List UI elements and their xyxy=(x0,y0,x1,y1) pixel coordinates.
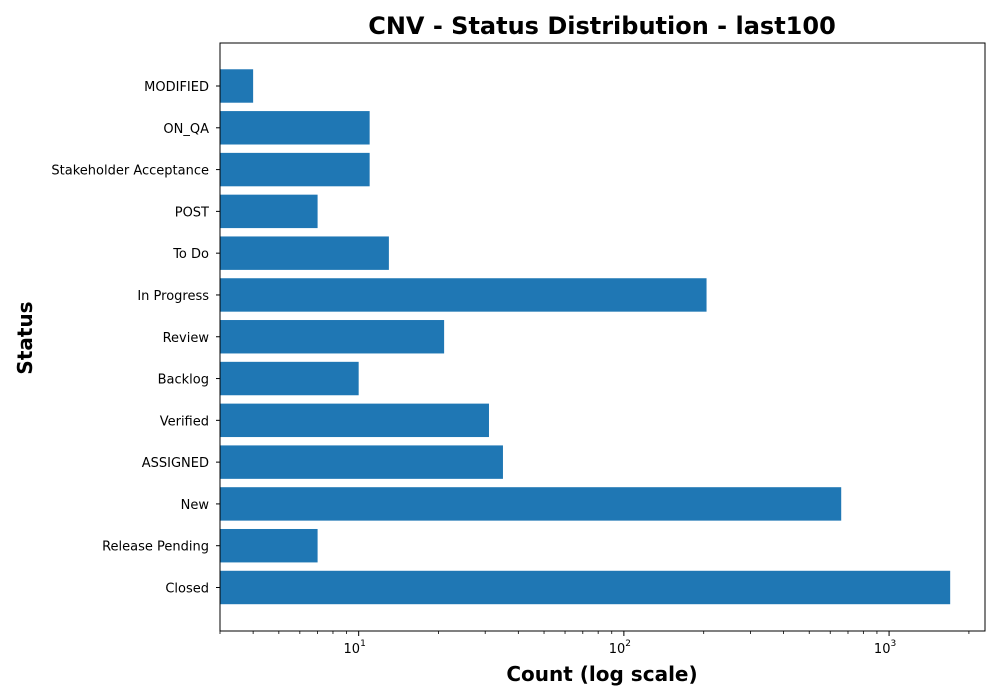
y-tick-label-on-qa: ON_QA xyxy=(163,122,209,137)
y-tick-label-stakeholder-acceptance: Stakeholder Acceptance xyxy=(51,164,209,179)
chart-title: CNV - Status Distribution - last100 xyxy=(368,12,836,40)
x-axis-ticks: 101 102 103 xyxy=(219,631,970,657)
x-tick-base: 10 xyxy=(609,642,626,657)
x-tick-label: 102 xyxy=(609,639,631,657)
x-tick-base: 10 xyxy=(874,642,891,657)
y-tick-label-to-do: To Do xyxy=(172,247,209,262)
x-tick-base: 10 xyxy=(344,642,361,657)
bar-in-progress xyxy=(220,278,707,312)
bar-closed xyxy=(220,570,951,605)
x-axis-label: Count (log scale) xyxy=(506,662,697,686)
bar-new xyxy=(220,487,842,521)
y-tick-label-verified: Verified xyxy=(160,414,209,429)
bar-to-do xyxy=(220,236,389,270)
bar-post xyxy=(220,194,318,229)
bar-assigned xyxy=(220,445,503,479)
y-tick-label-assigned: ASSIGNED xyxy=(142,456,209,471)
bar-backlog xyxy=(220,361,359,396)
y-tick-label-new: New xyxy=(181,498,210,513)
bar-modified xyxy=(220,69,254,103)
x-tick-exponent: 2 xyxy=(625,639,631,649)
x-tick-exponent: 3 xyxy=(890,639,896,649)
y-tick-label-review: Review xyxy=(163,331,210,346)
bar-stakeholder-acceptance xyxy=(220,152,370,187)
x-tick-label: 101 xyxy=(344,639,366,657)
bar-review xyxy=(220,320,445,354)
x-tick-exponent: 1 xyxy=(360,639,366,649)
y-tick-label-backlog: Backlog xyxy=(158,373,209,388)
y-tick-label-closed: Closed xyxy=(165,582,209,597)
y-axis-label: Status xyxy=(13,301,37,374)
bars-layer xyxy=(220,69,951,605)
bar-verified xyxy=(220,403,489,438)
y-tick-label-in-progress: In Progress xyxy=(137,289,209,304)
bar-release-pending xyxy=(220,528,318,563)
y-tick-label-release-pending: Release Pending xyxy=(102,540,209,555)
y-tick-label-post: POST xyxy=(175,205,209,220)
plot-frame xyxy=(219,42,986,632)
y-tick-label-modified: MODIFIED xyxy=(144,80,209,95)
bar-on-qa xyxy=(220,111,370,145)
y-axis-ticks: Closed Release Pending New ASSIGNED Verified… xyxy=(51,80,220,597)
x-tick-label: 103 xyxy=(874,639,896,657)
